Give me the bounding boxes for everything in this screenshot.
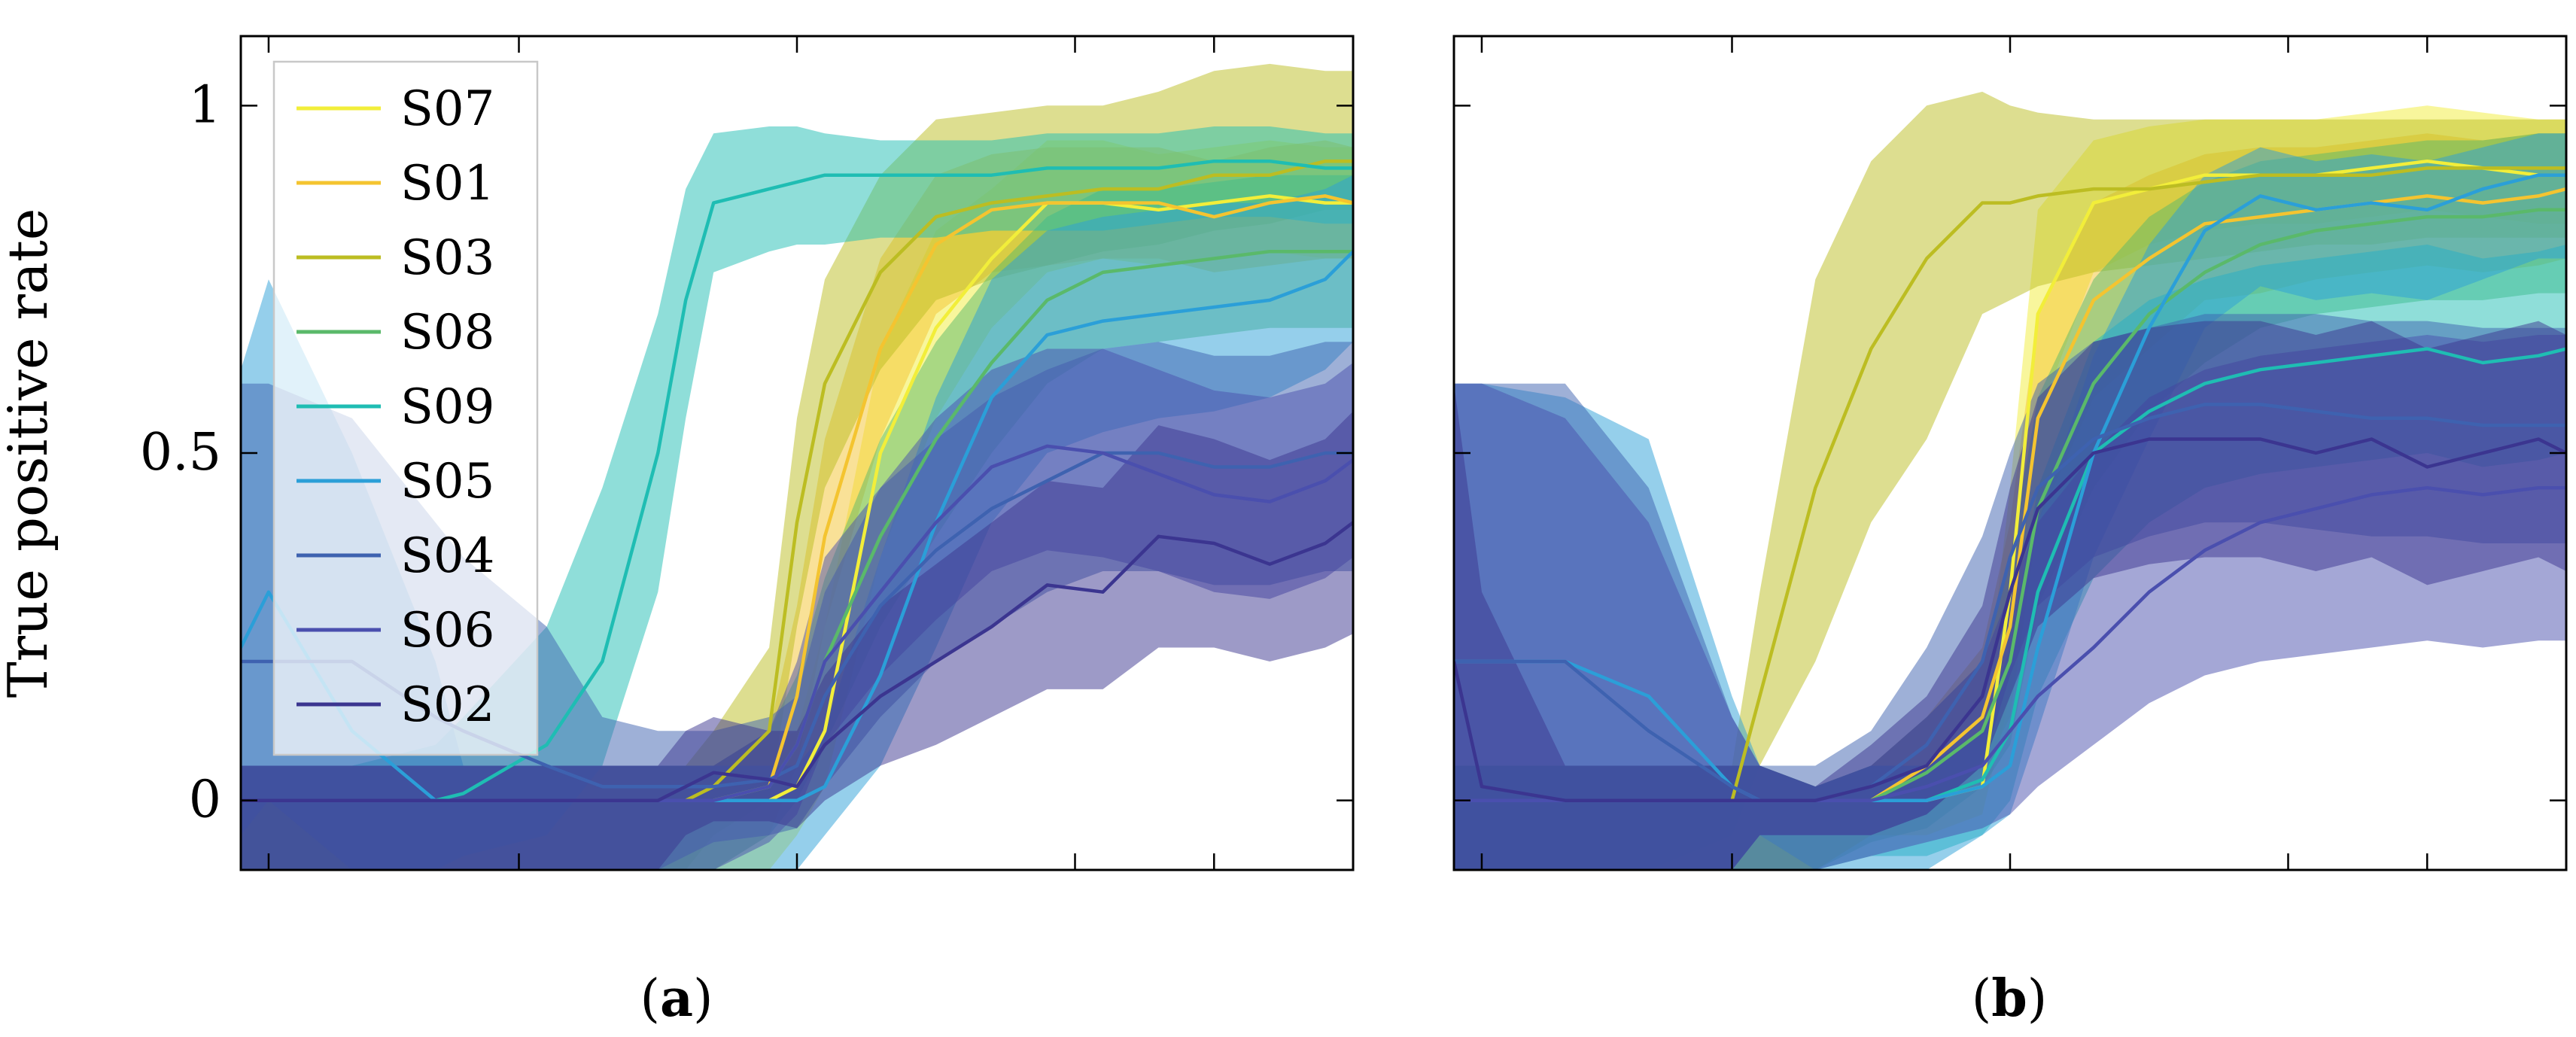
panel-a-frame <box>239 35 1355 871</box>
panel-b-bands <box>1454 91 2566 870</box>
legend-label-s02: S02 <box>400 677 494 733</box>
panel-a-y-tick-label: 0.5 <box>140 423 221 482</box>
panel-b-line-s05 <box>1454 173 2566 802</box>
panel-a-ticks: 00.51 <box>140 36 1353 870</box>
panel-a-lines <box>241 159 1353 802</box>
panel-b-chart: (b) <box>1452 35 2568 1029</box>
legend-label-s05: S05 <box>400 454 494 509</box>
panel-a-caption: (a) <box>640 969 713 1029</box>
legend-label-s08: S08 <box>400 305 494 360</box>
panel-a-line-s02 <box>241 521 1353 802</box>
y-axis-label: True positive rate <box>0 208 59 698</box>
panel-a-y-tick-label: 0 <box>189 771 221 830</box>
panel-b-ticks <box>1454 36 2566 870</box>
legend-label-s04: S04 <box>400 528 494 584</box>
panel-a-y-tick-label: 1 <box>189 75 221 135</box>
legend-label-s06: S06 <box>400 603 494 658</box>
legend-label-s09: S09 <box>400 379 494 435</box>
panel-b-line-s02 <box>1454 437 2566 802</box>
panel-b-label: b <box>1991 969 2027 1029</box>
panel-a-label: a <box>660 969 693 1029</box>
legend-label-s01: S01 <box>400 156 494 211</box>
legend-label-s03: S03 <box>400 230 494 286</box>
legend-label-s07: S07 <box>400 81 494 137</box>
panel-a-band-s02 <box>241 411 1353 870</box>
panel-b-frame <box>1452 35 2568 871</box>
panel-b-lines <box>1454 159 2566 802</box>
panel-b-line-s04 <box>1454 403 2566 802</box>
panel-a-line-s09 <box>241 159 1353 802</box>
panel-a-band-s06 <box>241 348 1353 870</box>
panel-a-band-s03 <box>241 63 1353 870</box>
panel-a-legend: S07 S01 S03 S08 S09 S05 S04 S06 S02 <box>272 60 539 756</box>
panel-b-caption: (b) <box>1972 969 2048 1029</box>
